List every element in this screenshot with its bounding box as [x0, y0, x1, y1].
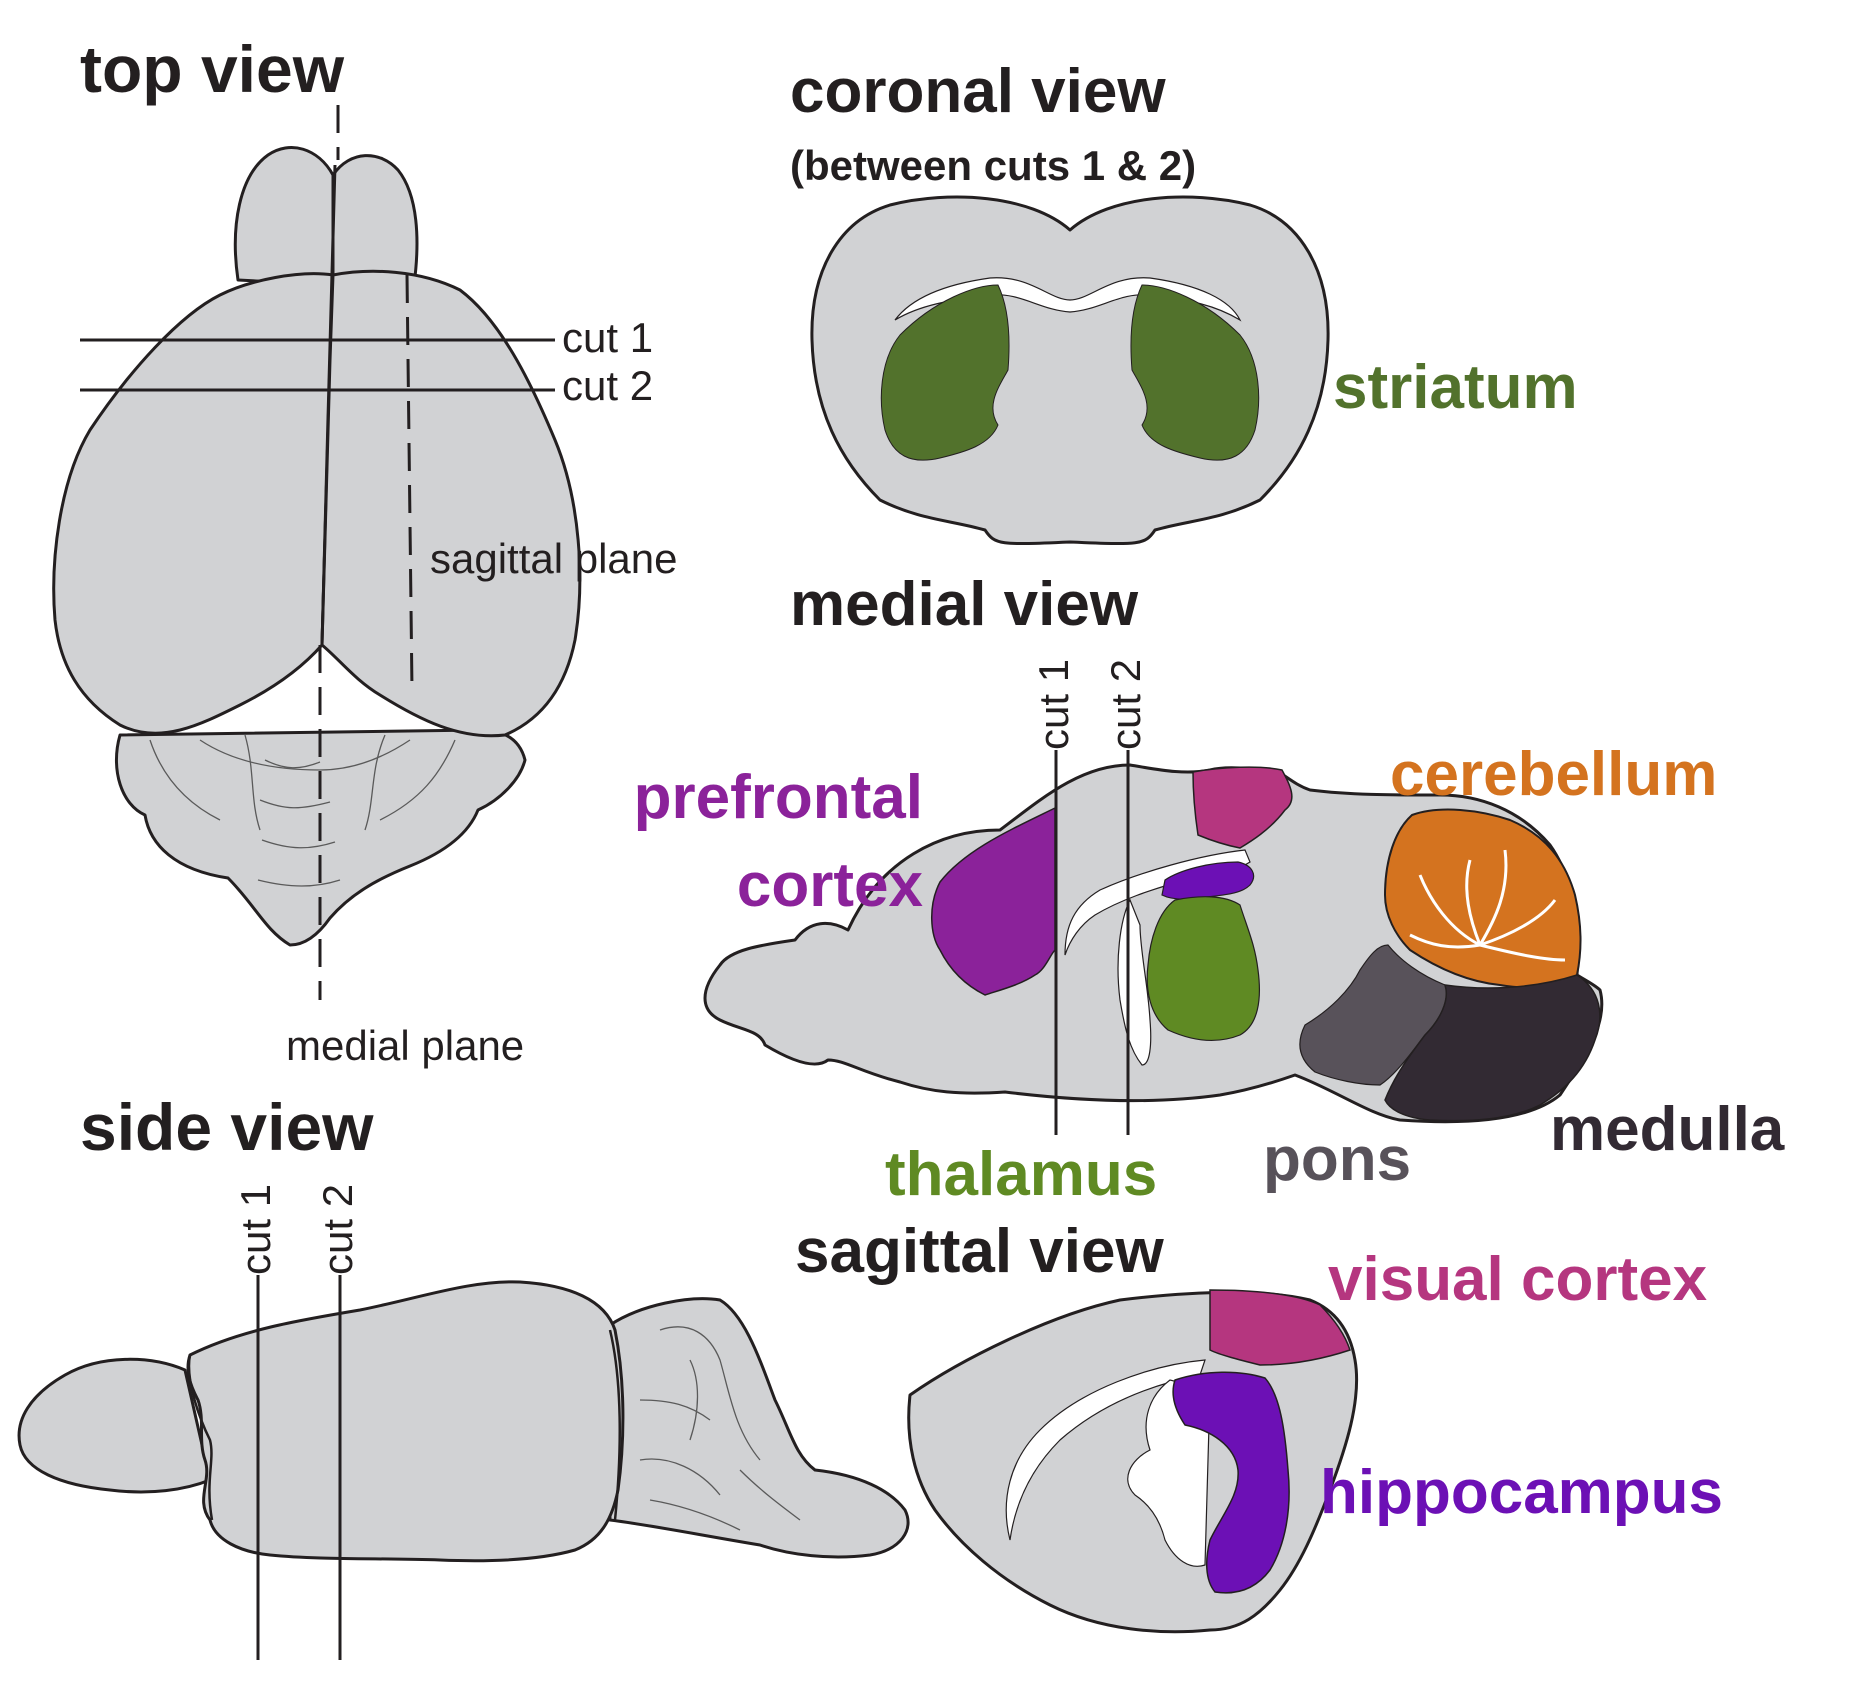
side-view-cerebrum-posterior-edge — [608, 1329, 621, 1521]
side-view-hindbrain-folds — [639, 1326, 801, 1531]
top-view-hindbrain-folds — [149, 734, 456, 887]
prefrontal-label-line1: prefrontal — [634, 763, 923, 832]
thalamus-label: thalamus — [885, 1140, 1157, 1209]
side-view-olfactory-boundary — [187, 1354, 214, 1521]
medial-plane-label: medial plane — [286, 1022, 524, 1069]
prefrontal-label-line2: cortex — [737, 851, 924, 920]
sagittal-plane-line — [405, 274, 414, 691]
side-view-panel: cut 1 cut 2 side view — [17, 1090, 910, 1660]
medial-view-title: medial view — [790, 570, 1139, 639]
top-view-hemisphere-right — [320, 269, 582, 738]
medial-cut-1-label: cut 1 — [1030, 659, 1077, 750]
medial-thalamus — [1146, 896, 1261, 1041]
medial-medulla — [1384, 974, 1601, 1122]
sagittal-hippocampus — [1172, 1371, 1290, 1594]
striatum-right — [1130, 284, 1260, 461]
medial-cut-2-label: cut 2 — [1102, 659, 1149, 750]
medial-ventricle — [1117, 898, 1152, 1066]
coronal-view-panel: coronal view (between cuts 1 & 2) striat… — [790, 57, 1578, 546]
sagittal-visual-cortex — [1209, 1289, 1351, 1366]
top-view-title: top view — [80, 32, 345, 106]
side-cut-1-label: cut 1 — [232, 1184, 279, 1275]
striatum-left — [880, 284, 1010, 461]
side-view-olfactory-bulb — [17, 1357, 212, 1494]
side-view-title: side view — [80, 1090, 374, 1164]
side-cut-2-label: cut 2 — [314, 1184, 361, 1275]
top-view-olfactory-bulb-left — [233, 146, 335, 287]
sagittal-view-panel: sagittal view visual cortex hippocampus — [795, 1217, 1723, 1634]
medial-prefrontal-cortex — [931, 806, 1056, 996]
coronal-view-subtitle: (between cuts 1 & 2) — [790, 142, 1196, 189]
top-view-hemisphere-left — [52, 272, 335, 735]
top-view-olfactory-bulb-right — [331, 154, 419, 287]
medial-cerebellum-folia — [1409, 849, 1566, 962]
top-view-cut-2-label: cut 2 — [562, 362, 653, 409]
medial-visual-cortex — [1192, 766, 1293, 849]
medial-plane-line — [318, 105, 340, 1000]
cerebellum-label: cerebellum — [1390, 740, 1717, 809]
sagittal-plane-label: sagittal plane — [430, 535, 678, 582]
pons-label: pons — [1263, 1125, 1411, 1194]
side-view-hindbrain — [608, 1297, 910, 1559]
striatum-label: striatum — [1333, 353, 1578, 422]
visual-cortex-label: visual cortex — [1328, 1245, 1708, 1314]
medial-view-panel: cut 1 cut 2 medial view prefrontal corte… — [634, 570, 1785, 1209]
top-view-panel: top view cut 1 cut 2 sagittal plane medi… — [52, 32, 678, 1069]
side-view-cerebrum — [186, 1280, 625, 1563]
top-view-cut-1-label: cut 1 — [562, 314, 653, 361]
top-view-midline — [320, 164, 337, 646]
coronal-view-title: coronal view — [790, 57, 1166, 126]
sagittal-view-title: sagittal view — [795, 1217, 1164, 1286]
medulla-label: medulla — [1550, 1095, 1785, 1164]
hippocampus-label: hippocampus — [1320, 1458, 1723, 1527]
